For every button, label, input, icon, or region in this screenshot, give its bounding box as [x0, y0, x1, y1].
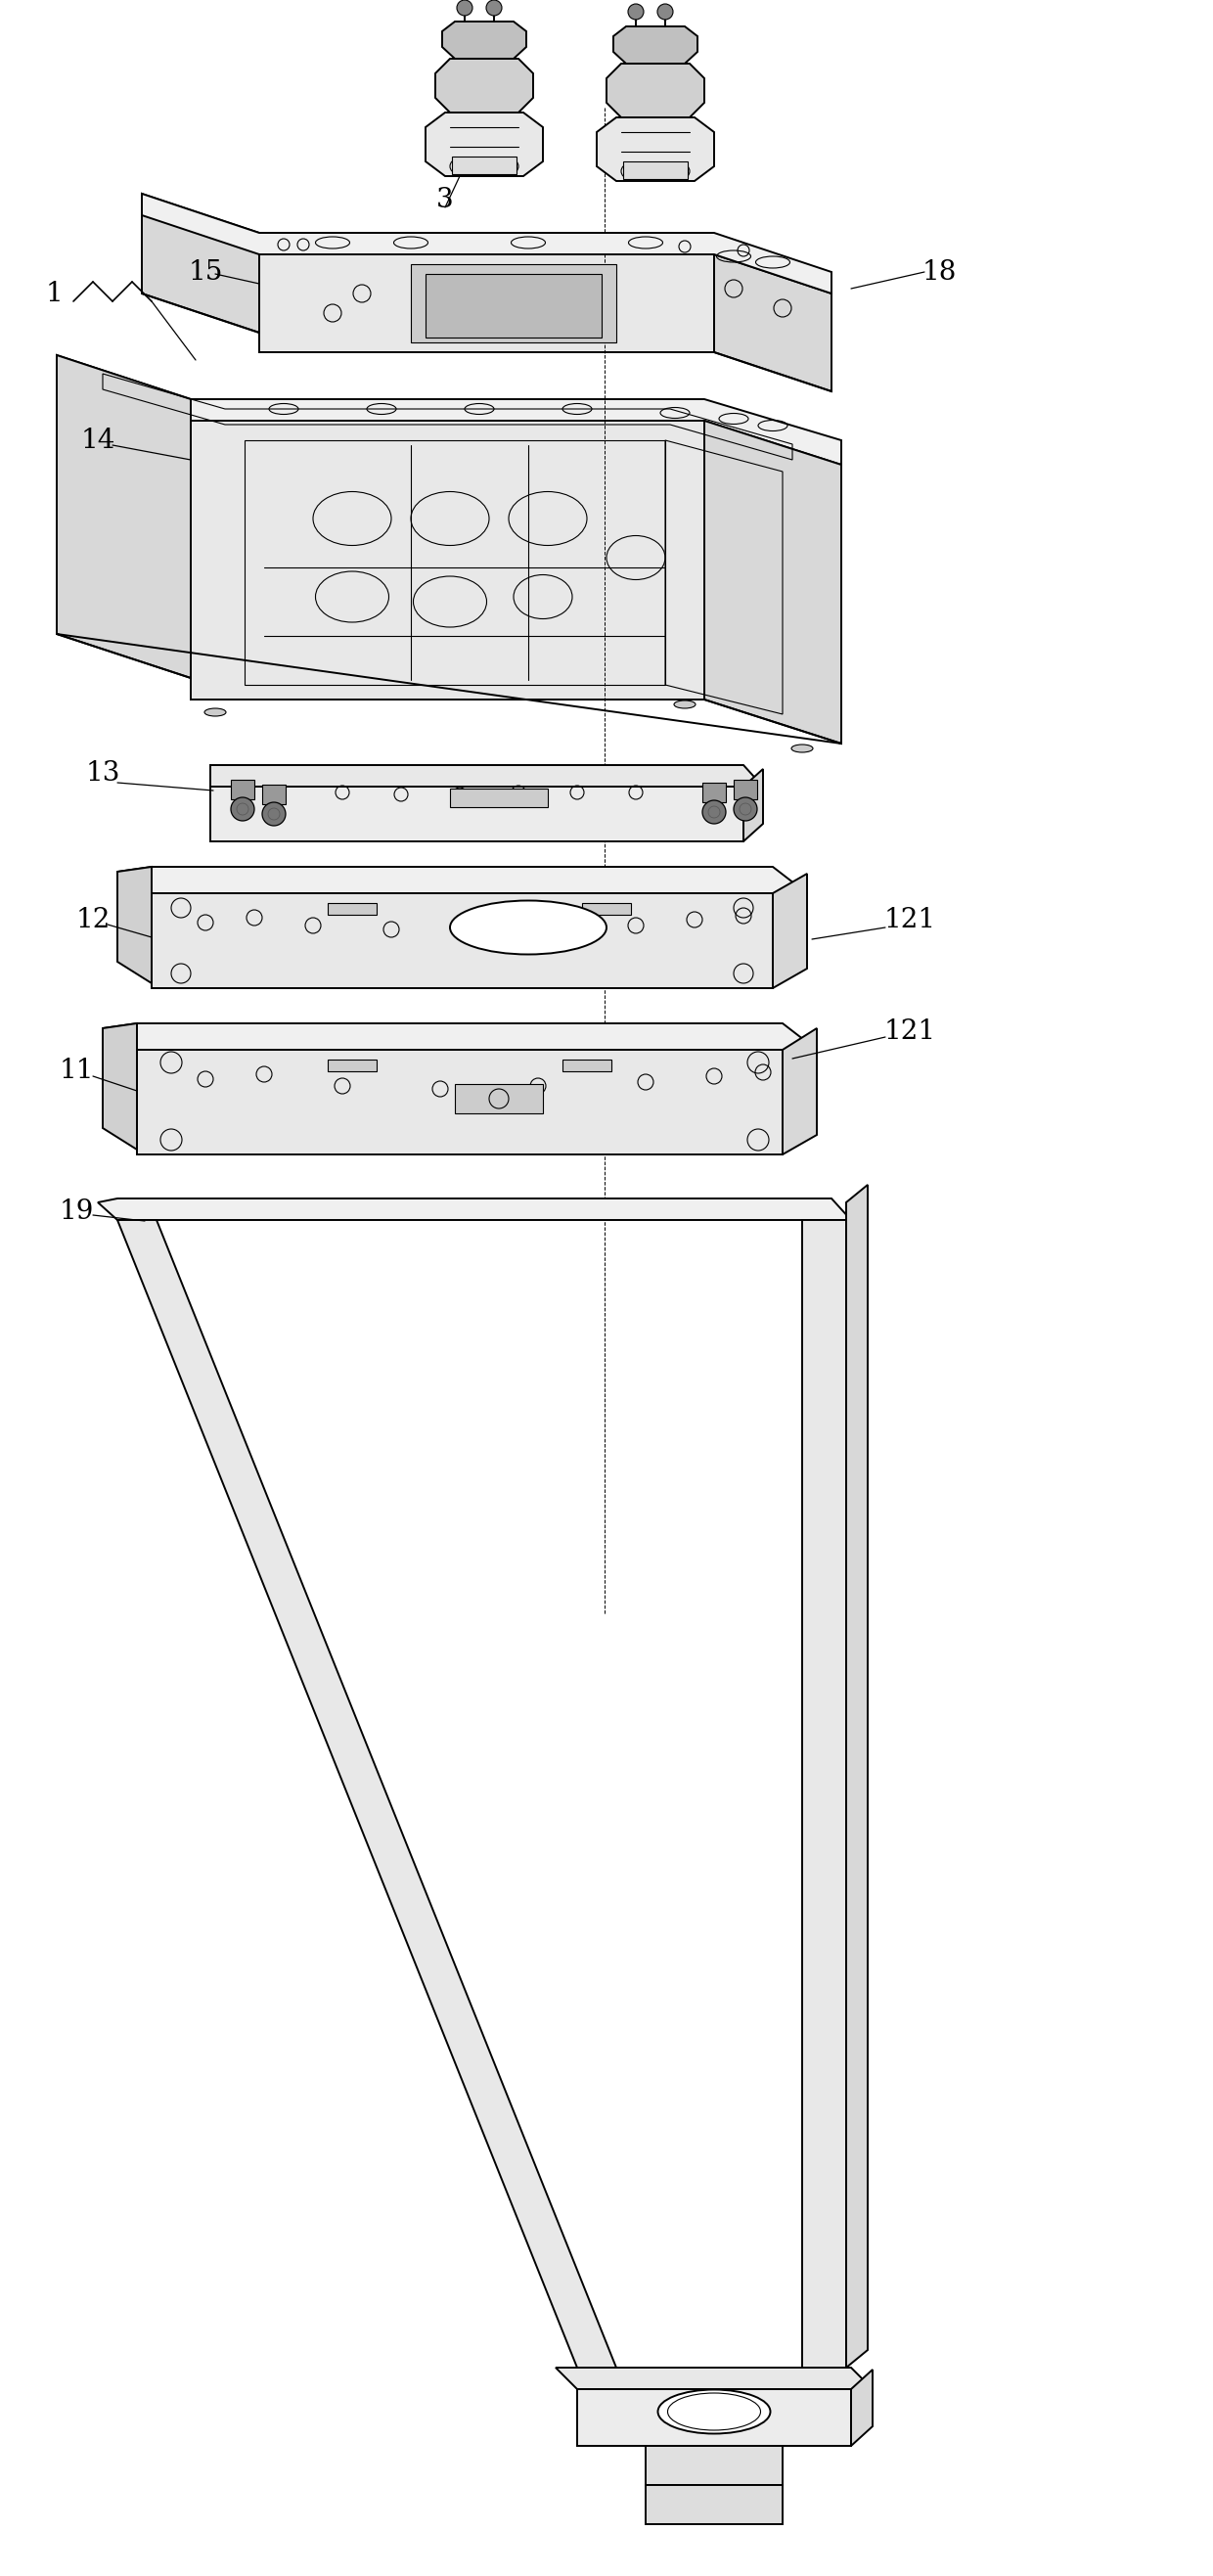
Polygon shape: [597, 118, 714, 180]
Ellipse shape: [457, 0, 473, 15]
Polygon shape: [260, 255, 714, 353]
Polygon shape: [426, 273, 602, 337]
Polygon shape: [563, 1059, 611, 1072]
Polygon shape: [452, 157, 517, 175]
Polygon shape: [773, 873, 807, 989]
Ellipse shape: [791, 744, 813, 752]
Polygon shape: [645, 2445, 782, 2486]
Ellipse shape: [674, 701, 695, 708]
Polygon shape: [57, 355, 842, 464]
Text: 13: 13: [85, 760, 120, 786]
Polygon shape: [103, 1023, 816, 1051]
Polygon shape: [577, 2388, 852, 2445]
Text: 15: 15: [188, 258, 223, 286]
Polygon shape: [744, 770, 763, 842]
Ellipse shape: [657, 2391, 770, 2434]
Polygon shape: [802, 1221, 847, 2367]
Polygon shape: [847, 1185, 867, 2367]
Ellipse shape: [702, 801, 725, 824]
Polygon shape: [328, 1059, 376, 1072]
Polygon shape: [714, 255, 831, 392]
Text: 11: 11: [59, 1059, 93, 1084]
Polygon shape: [852, 2370, 872, 2445]
Polygon shape: [702, 783, 725, 801]
Polygon shape: [118, 866, 152, 984]
Polygon shape: [103, 1023, 137, 1149]
Polygon shape: [262, 786, 285, 804]
Text: 19: 19: [59, 1198, 93, 1224]
Ellipse shape: [230, 799, 255, 822]
Text: 12: 12: [75, 907, 110, 933]
Polygon shape: [411, 265, 616, 343]
Ellipse shape: [734, 799, 757, 822]
Polygon shape: [443, 21, 526, 59]
Polygon shape: [623, 162, 688, 180]
Polygon shape: [435, 59, 534, 113]
Polygon shape: [645, 2486, 782, 2524]
Polygon shape: [606, 64, 705, 118]
Polygon shape: [118, 866, 807, 894]
Text: 18: 18: [922, 258, 956, 286]
Polygon shape: [328, 904, 376, 914]
Polygon shape: [118, 1221, 616, 2367]
Polygon shape: [57, 355, 190, 677]
Text: 3: 3: [437, 188, 454, 214]
Ellipse shape: [205, 708, 226, 716]
Polygon shape: [210, 786, 744, 842]
Text: 121: 121: [884, 907, 935, 933]
Polygon shape: [556, 2367, 872, 2388]
Polygon shape: [142, 193, 831, 294]
Ellipse shape: [657, 5, 673, 21]
Polygon shape: [426, 113, 543, 175]
Polygon shape: [152, 894, 773, 989]
Ellipse shape: [486, 0, 502, 15]
Polygon shape: [734, 781, 757, 799]
Text: 121: 121: [884, 1020, 935, 1046]
Ellipse shape: [262, 801, 285, 827]
Polygon shape: [582, 904, 631, 914]
Polygon shape: [614, 26, 697, 64]
Polygon shape: [98, 1198, 852, 1221]
Polygon shape: [210, 765, 763, 786]
Polygon shape: [782, 1028, 816, 1154]
Polygon shape: [137, 1051, 782, 1154]
Text: 1: 1: [45, 281, 63, 307]
Text: 14: 14: [80, 428, 115, 453]
Ellipse shape: [628, 5, 644, 21]
Polygon shape: [455, 1084, 543, 1113]
Polygon shape: [450, 788, 548, 806]
Polygon shape: [142, 193, 260, 332]
Ellipse shape: [450, 902, 606, 953]
Polygon shape: [230, 781, 255, 799]
Polygon shape: [190, 420, 705, 701]
Polygon shape: [705, 420, 842, 744]
